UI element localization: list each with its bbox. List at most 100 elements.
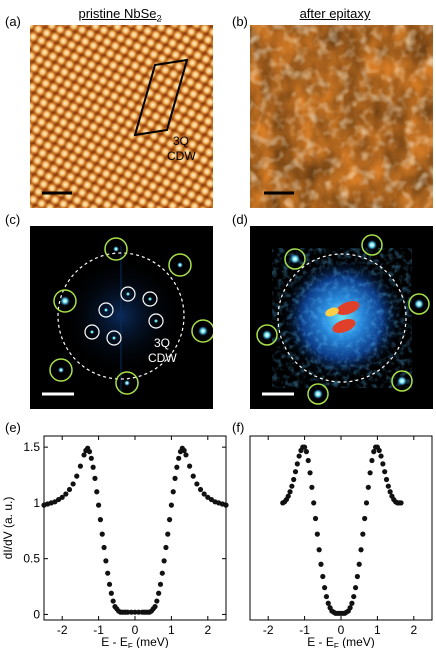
data-points-f — [280, 444, 404, 616]
data-point — [367, 470, 373, 476]
data-point — [108, 590, 114, 596]
data-point — [66, 486, 73, 493]
xlabel-e: E - EF (meV) — [101, 635, 169, 648]
data-point — [96, 502, 102, 508]
data-point — [291, 476, 297, 483]
data-point — [380, 461, 386, 467]
data-point — [376, 447, 382, 454]
stm-image-pristine: 3Q CDW — [30, 25, 213, 208]
data-point — [201, 491, 207, 497]
data-point — [363, 500, 370, 506]
data-point — [163, 544, 169, 551]
data-point — [314, 531, 320, 537]
cdw-region-circle-d — [277, 253, 407, 383]
cdw-unit-cell — [133, 58, 189, 137]
data-point — [316, 547, 322, 553]
data-point — [99, 531, 105, 537]
data-point — [371, 449, 377, 455]
data-point — [197, 486, 204, 493]
data-point — [77, 463, 83, 469]
data-point — [170, 489, 176, 495]
data-point — [183, 452, 189, 458]
data-point — [166, 517, 173, 523]
data-point — [110, 598, 116, 604]
xtick-label: 2 — [204, 623, 211, 637]
data-point — [92, 475, 98, 481]
data-point — [156, 590, 162, 596]
panel-label-e: (e) — [5, 420, 21, 435]
data-point — [97, 517, 104, 523]
data-point — [311, 500, 317, 506]
xtick-label: 0 — [338, 623, 345, 637]
data-point — [369, 457, 375, 464]
spectrum-plot-f: -2 -1 0 1 2 E - EF (meV) — [249, 435, 433, 648]
data-point — [347, 605, 353, 611]
data-point — [159, 570, 165, 576]
bragg-peaks — [49, 237, 213, 395]
data-point — [154, 598, 160, 604]
data-points-e — [41, 445, 229, 615]
spectrum-plot-e: -2 -1 0 1 2 0 0.5 1 1.5 dI/dV (a. u.) E - EF (me… — [1, 435, 229, 648]
data-point — [318, 561, 324, 567]
stm-image-epitaxy — [250, 25, 433, 208]
panel-label-d: (d) — [232, 212, 248, 227]
data-point — [309, 484, 315, 490]
xtick-label: 1 — [168, 623, 175, 637]
data-point — [176, 455, 182, 461]
cdw-label-c-line1: 3Q — [154, 336, 170, 350]
data-point — [294, 461, 300, 467]
plot-frame-f — [249, 435, 433, 621]
data-point — [161, 558, 167, 564]
data-point — [63, 491, 69, 497]
panel-label-b: (b) — [232, 14, 248, 29]
xtick-label: 2 — [410, 623, 417, 637]
data-point — [101, 544, 107, 551]
cdw-label-a-line1: 3Q — [173, 134, 189, 148]
xtick-label: -1 — [93, 623, 104, 637]
fft-image-pristine: 3Q CDW — [30, 226, 213, 409]
data-point — [351, 593, 357, 600]
data-point — [152, 604, 158, 610]
xtick-label: -2 — [263, 623, 274, 637]
data-point — [387, 489, 393, 495]
data-point — [289, 483, 295, 489]
data-point — [94, 489, 100, 495]
title-pristine: pristine NbSe2 — [78, 6, 162, 24]
data-point — [86, 449, 93, 455]
data-point — [187, 463, 193, 469]
data-point — [352, 585, 359, 591]
data-point — [307, 470, 313, 476]
data-point — [105, 570, 111, 576]
data-point — [312, 515, 319, 522]
data-point — [385, 483, 391, 489]
data-point — [181, 447, 187, 454]
bragg-peaks-d — [256, 234, 430, 405]
data-point — [172, 475, 178, 481]
data-point — [292, 469, 299, 475]
data-point — [378, 453, 384, 459]
cdw-label-a-line2: CDW — [167, 149, 196, 163]
data-point — [320, 573, 326, 580]
data-point — [360, 531, 366, 537]
cdw-peaks — [84, 286, 164, 346]
data-point — [132, 609, 138, 615]
data-point — [285, 493, 291, 499]
data-point — [59, 494, 65, 500]
cdw-region-circle — [57, 252, 185, 380]
data-point — [74, 473, 80, 479]
ylabel-e: dI/dV (a. u.) — [1, 497, 15, 560]
data-point — [296, 453, 302, 459]
ytick-label: 0.5 — [23, 552, 40, 566]
ytick-label: 1.5 — [23, 440, 40, 454]
data-point — [356, 561, 362, 567]
data-point — [303, 449, 310, 455]
data-point — [136, 609, 142, 615]
xtick-label: -2 — [57, 623, 68, 637]
data-point — [128, 609, 134, 615]
data-point — [358, 547, 364, 553]
data-point — [382, 469, 388, 475]
title-after-epitaxy: after epitaxy — [299, 6, 371, 21]
data-point — [383, 476, 390, 483]
data-point — [325, 600, 331, 606]
panel-label-f: (f) — [232, 420, 245, 435]
